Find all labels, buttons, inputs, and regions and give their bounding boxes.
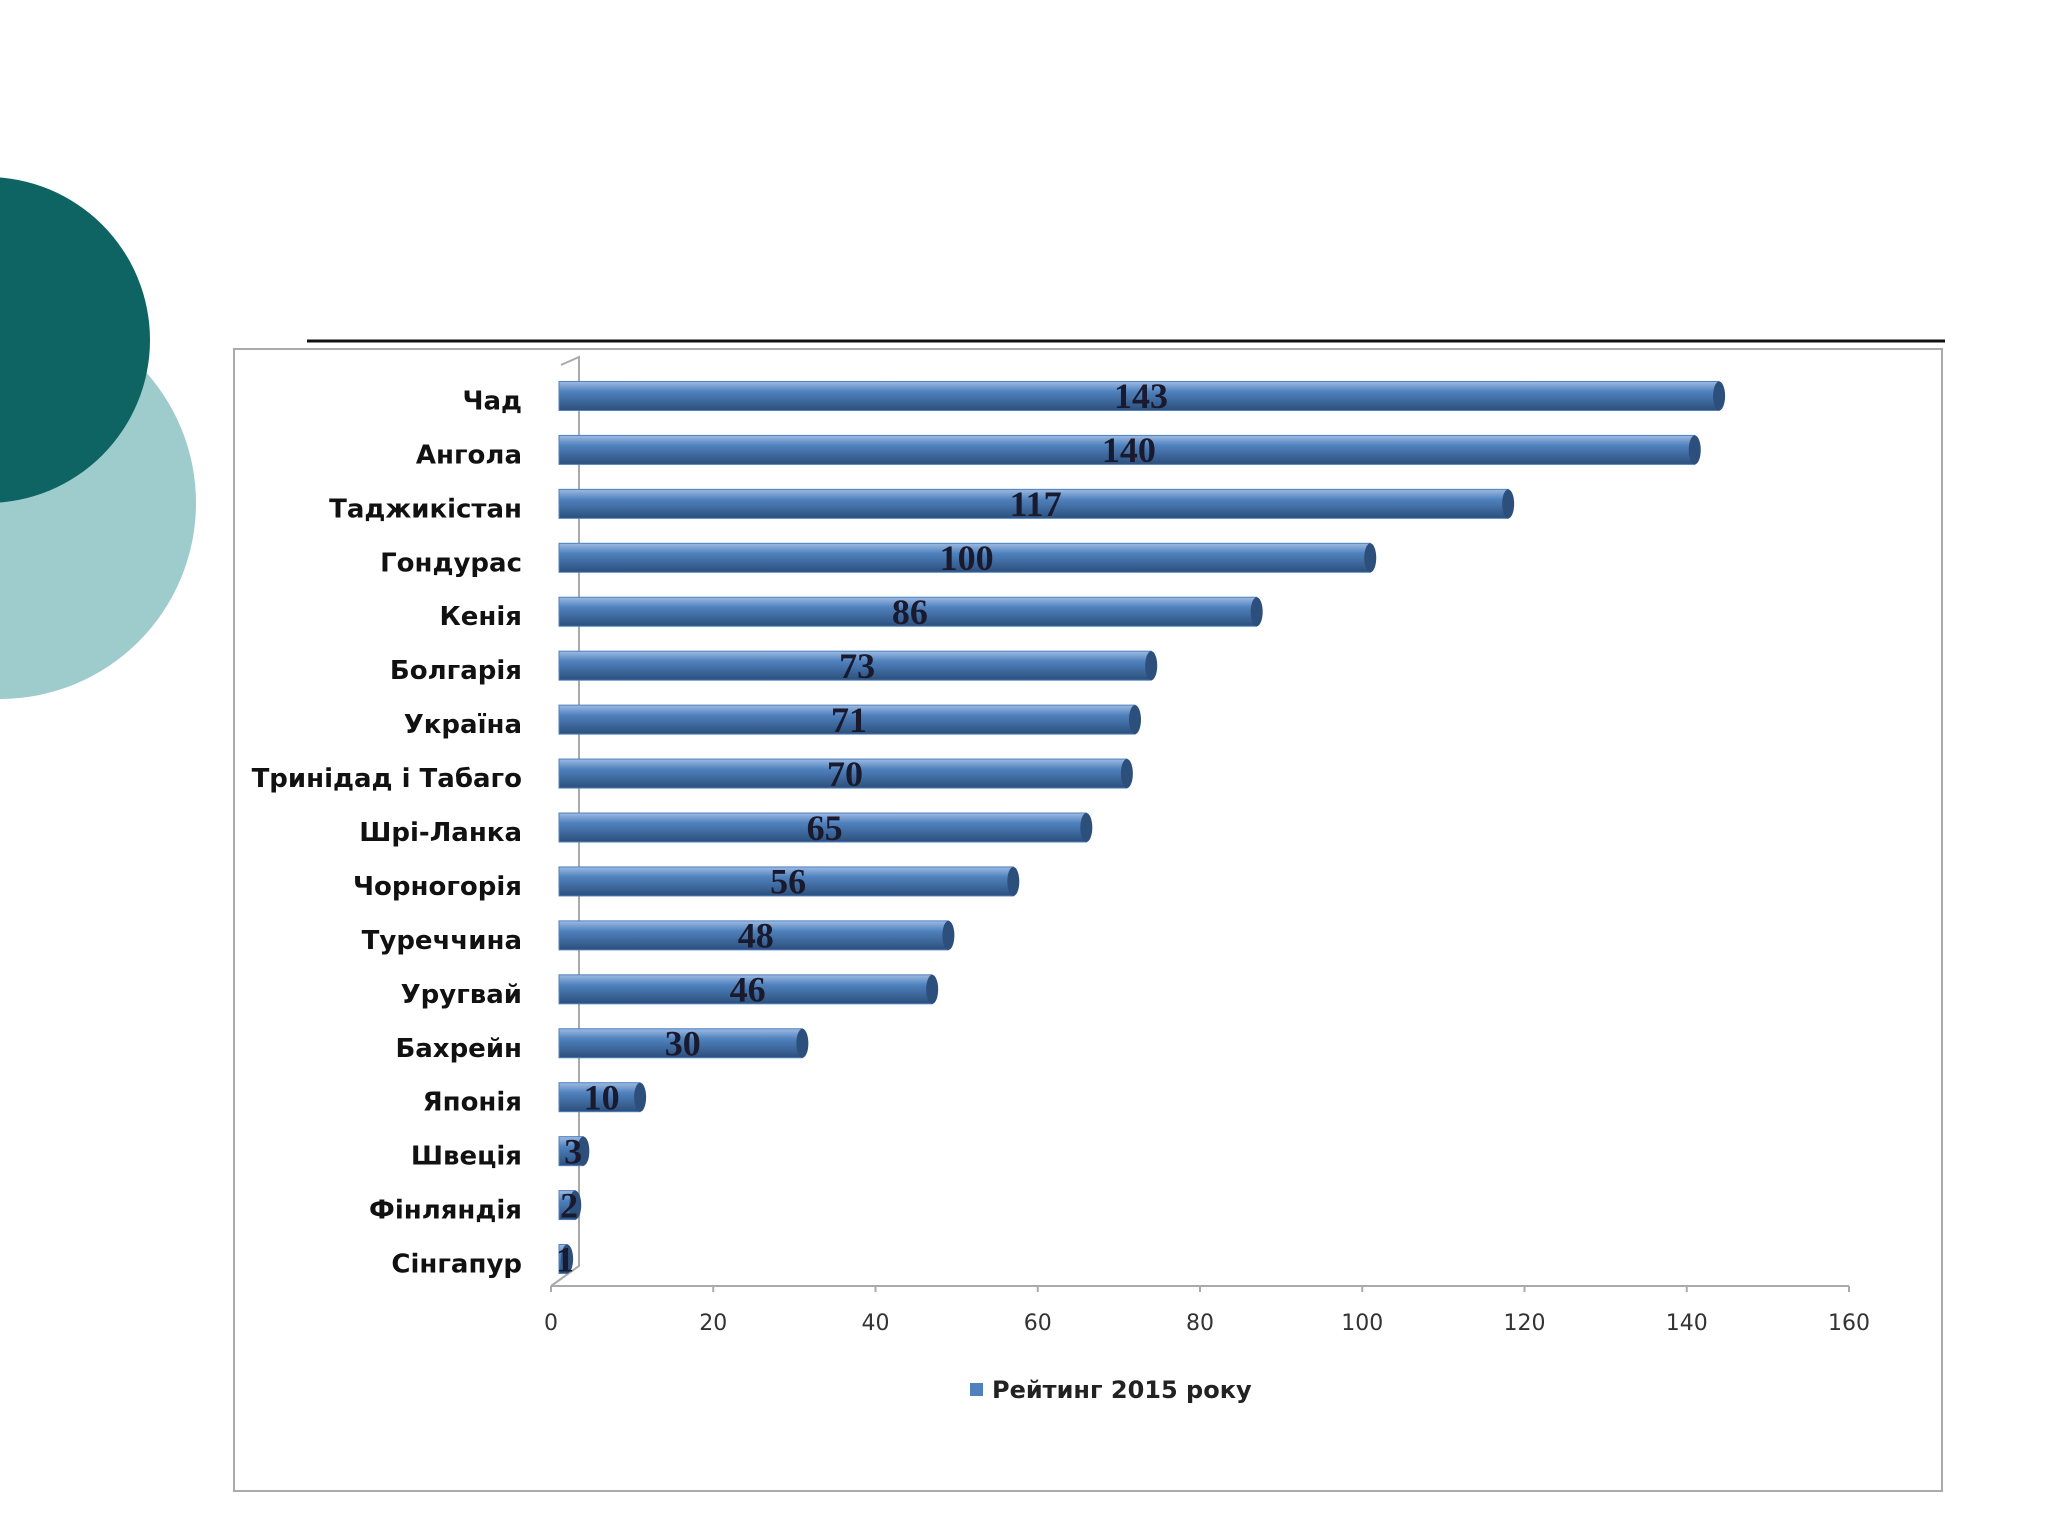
bar (558, 920, 949, 951)
value-label: 1 (556, 1239, 574, 1279)
bar-cap (561, 1244, 574, 1274)
bar-cap (796, 1028, 809, 1058)
bar (558, 704, 1136, 735)
value-label: 30 (665, 1024, 701, 1064)
decor-circle (0, 177, 150, 503)
value-label: 46 (730, 970, 766, 1010)
bar-cap (1250, 597, 1263, 627)
y-tick-label: Ангола (416, 440, 522, 470)
bar (558, 488, 1509, 519)
bar (558, 434, 1696, 465)
y-tick-label: Чорногорія (353, 872, 522, 902)
bar-cap (634, 1082, 647, 1112)
y-tick-label: Уругвай (401, 980, 522, 1010)
y-tick-label: Чад (462, 386, 522, 416)
back-wall (550, 355, 580, 1287)
value-label: 3 (564, 1131, 582, 1171)
bar-cap (942, 920, 955, 950)
chart-frame (233, 348, 1943, 1492)
x-tick-label: 100 (1341, 1311, 1383, 1336)
value-label: 86 (892, 592, 928, 632)
bar-cap (926, 974, 939, 1004)
y-tick-label: Україна (404, 710, 522, 740)
y-tick-label: Шрі-Ланка (359, 818, 522, 848)
bar (558, 596, 1258, 627)
y-tick-label: Бахрейн (395, 1034, 522, 1064)
x-tick-label: 20 (699, 1311, 727, 1336)
bar (558, 542, 1371, 573)
y-tick-label: Кенія (440, 602, 522, 632)
y-tick-label: Туреччина (362, 926, 522, 956)
bar-cap (1502, 489, 1515, 519)
bar-cap (569, 1190, 582, 1220)
y-tick-label: Фінляндія (369, 1196, 522, 1226)
x-tick-label: 140 (1666, 1311, 1708, 1336)
x-tick-label: 40 (862, 1311, 890, 1336)
bar-cap (1128, 705, 1141, 735)
x-tick-label: 120 (1504, 1311, 1546, 1336)
y-tick-label: Тринідад і Табаго (252, 764, 522, 794)
bar-cap (1145, 651, 1158, 681)
value-label: 143 (1114, 376, 1168, 416)
bar (558, 974, 933, 1005)
legend-swatch (970, 1383, 983, 1396)
x-tick-label: 60 (1024, 1311, 1052, 1336)
y-tick-label: Гондурас (380, 548, 522, 578)
value-label: 48 (738, 916, 774, 956)
legend-label: Рейтинг 2015 року (992, 1376, 1252, 1404)
y-tick-label: Таджикістан (329, 494, 522, 524)
plot: 0 20 40 60 80 100 120 140 160 Чад 143 Ангола 140 Тадж… (252, 355, 1870, 1404)
value-label: 10 (584, 1077, 620, 1117)
bar-cap (1080, 813, 1093, 842)
value-label: 65 (807, 808, 843, 848)
y-tick-label: Японія (423, 1088, 522, 1118)
value-label: 70 (827, 754, 863, 794)
x-tick-label: 160 (1828, 1311, 1870, 1336)
bar-cap (577, 1136, 590, 1166)
bar (558, 380, 1720, 411)
bar-cap (1007, 866, 1020, 896)
value-label: 56 (770, 862, 806, 902)
value-label: 100 (940, 538, 994, 578)
bar-cap (1364, 543, 1377, 573)
y-tick-label: Сінгапур (391, 1250, 522, 1280)
value-label: 71 (831, 700, 867, 740)
x-tick-label: 80 (1186, 1311, 1214, 1336)
bar-cap (1713, 381, 1726, 411)
bar-cap (1688, 435, 1701, 465)
value-label: 2 (560, 1185, 578, 1225)
value-label: 73 (839, 646, 875, 686)
value-label: 140 (1102, 430, 1156, 470)
value-label: 117 (1010, 484, 1062, 524)
bar (558, 758, 1128, 789)
bar-cap (1120, 759, 1133, 789)
y-tick-label: Болгарія (390, 656, 522, 686)
y-tick-label: Швеція (411, 1142, 522, 1172)
x-tick-label: 0 (544, 1311, 558, 1336)
bar (558, 1082, 641, 1113)
